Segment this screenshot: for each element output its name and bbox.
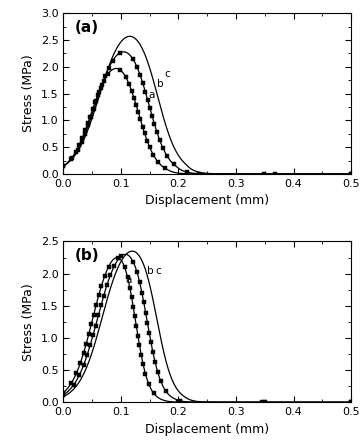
Text: a: a <box>148 90 155 100</box>
X-axis label: Displacement (mm): Displacement (mm) <box>145 423 269 436</box>
Text: a: a <box>125 275 131 285</box>
X-axis label: Displacement (mm): Displacement (mm) <box>145 194 269 207</box>
Text: (b): (b) <box>75 248 100 263</box>
Y-axis label: Stress (MPa): Stress (MPa) <box>22 283 35 361</box>
Text: (a): (a) <box>75 20 99 34</box>
Y-axis label: Stress (MPa): Stress (MPa) <box>22 55 35 133</box>
Text: c: c <box>155 266 161 275</box>
Text: b: b <box>157 79 163 89</box>
Text: b: b <box>147 266 153 275</box>
Text: c: c <box>165 69 171 79</box>
